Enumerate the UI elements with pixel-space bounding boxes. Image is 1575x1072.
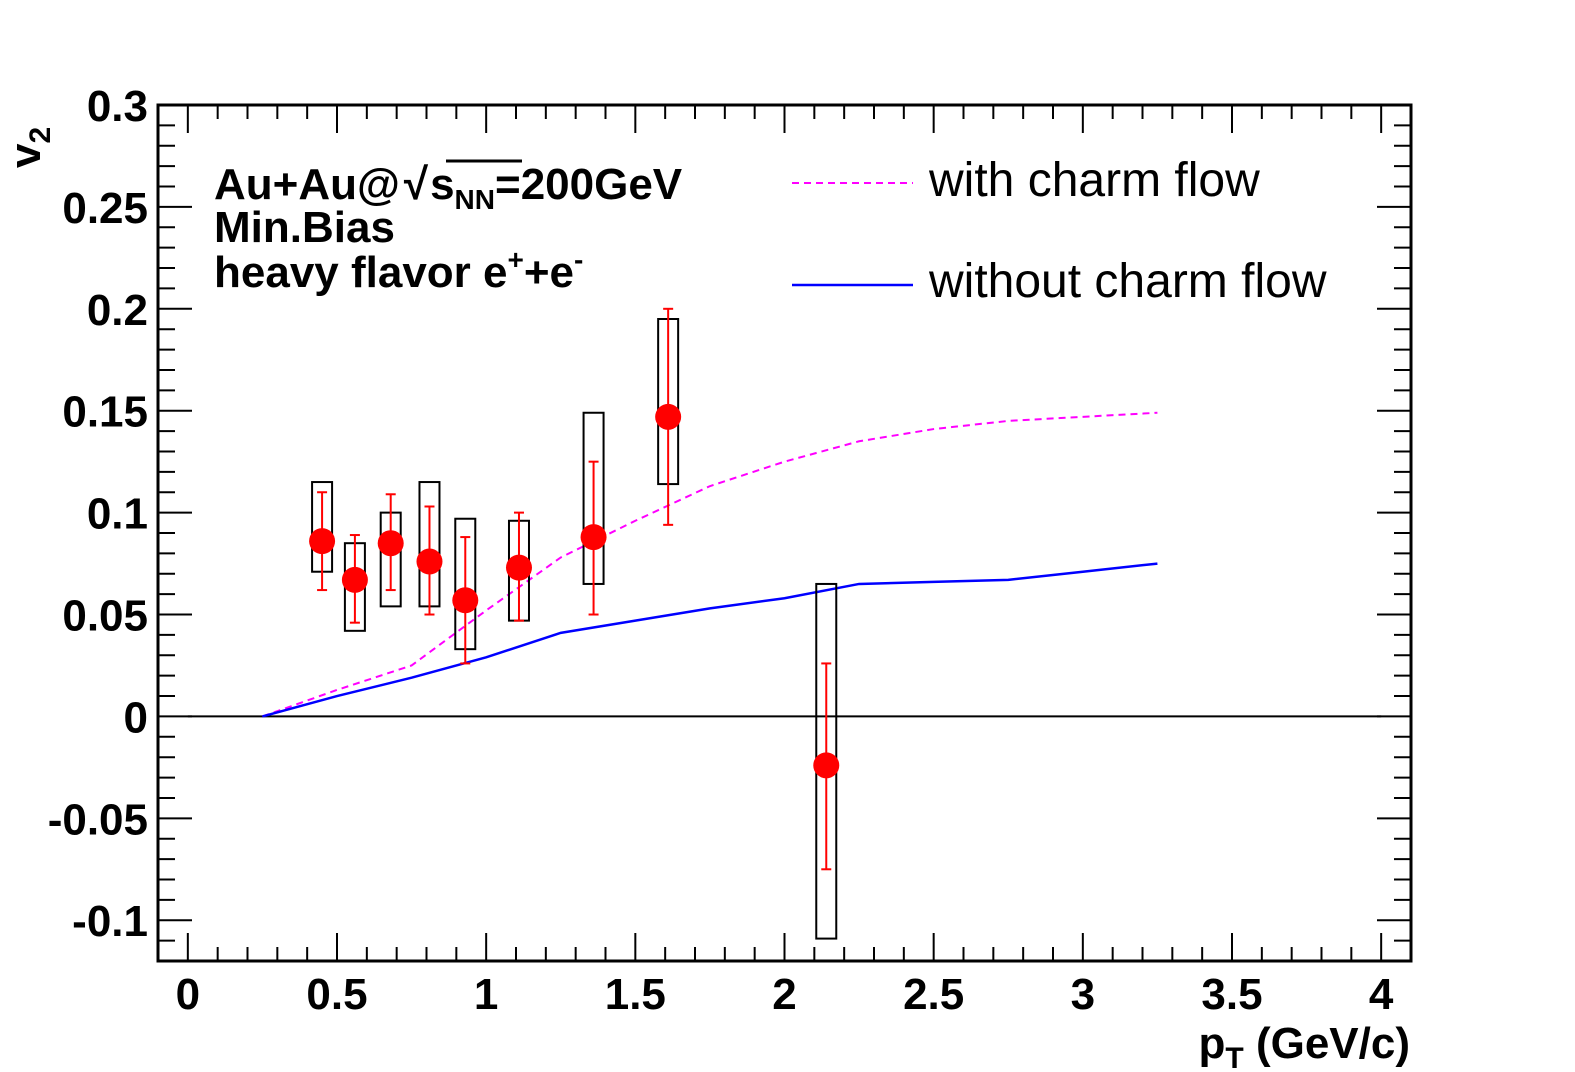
curve-without-charm-flow [262,562,1158,718]
x-tick-label: 0.5 [306,970,367,1019]
annotation-hf: heavy flavor e [214,248,508,297]
curves [262,411,1158,718]
x-tick-label: 2.5 [903,970,964,1019]
data-point-marker [416,548,443,575]
legend: with charm flow without charm flow [792,154,1327,308]
legend-label-without-charm: without charm flow [928,255,1327,308]
legend-label-with-charm: with charm flow [928,154,1260,207]
x-tick-label: 1 [474,970,498,1019]
y-axis-title-sub: 2 [24,127,57,144]
data-points [309,307,840,940]
x-tick-label: 3 [1071,970,1095,1019]
data-point-marker [505,554,532,581]
y-tick-label: 0.15 [62,388,148,437]
data-point-marker [580,524,607,551]
curve-with-charm-flow [262,411,1158,718]
y-tick-label: 0.2 [87,286,148,335]
sqrt-sign: √ [404,160,429,209]
y-axis-title: v2 [1,127,57,168]
y-tick-label: 0.25 [62,184,148,233]
annotation: Au+Au@√sNN=200GeV Min.Bias heavy flavor … [214,159,683,297]
y-tick-label: -0.05 [48,795,148,844]
x-axis-title-sub: T [1225,1042,1243,1072]
y-tick-label: 0.05 [62,592,148,641]
y-tick-label: 0.1 [87,490,148,539]
data-point-marker [452,587,479,614]
y-axis-title-main: v [1,143,50,168]
x-tick-label: 0 [176,970,200,1019]
annotation-system: Au+Au@ [214,160,400,209]
tick-labels: 0 0.5 1 1.5 2 2.5 3 3.5 4 -0.1 -0.05 0 0.05 0.1 0.15 0.… [48,82,1394,1019]
data-point-marker [813,752,840,779]
annotation-energy: =200GeV [495,160,683,209]
x-tick-label: 2 [772,970,796,1019]
y-tick-label: 0 [124,693,148,742]
annotation-sup-plus: + [508,244,524,275]
annotation-line2: Min.Bias [214,203,395,252]
data-point-marker [377,530,404,557]
annotation-plus-e: +e [524,248,574,297]
x-tick-label: 4 [1369,970,1394,1019]
data-point-marker [341,566,368,593]
y-tick-label: 0.3 [87,82,148,131]
x-axis-title-unit: (GeV/c) [1244,1019,1410,1068]
ticks [158,104,1411,962]
data-point-marker [309,528,336,555]
annotation-sup-minus: - [574,244,583,275]
x-axis-title-main: p [1199,1019,1226,1068]
x-tick-label: 1.5 [605,970,666,1019]
annotation-line3: heavy flavor e++e- [214,244,583,297]
annotation-s: s [430,160,454,209]
x-tick-label: 3.5 [1201,970,1262,1019]
y-tick-label: -0.1 [72,897,148,946]
x-axis-title: pT (GeV/c) [1199,1019,1411,1072]
annotation-nn: NN [455,184,495,215]
data-point-marker [655,403,682,430]
annotation-line1: Au+Au@√sNN=200GeV [214,160,683,215]
